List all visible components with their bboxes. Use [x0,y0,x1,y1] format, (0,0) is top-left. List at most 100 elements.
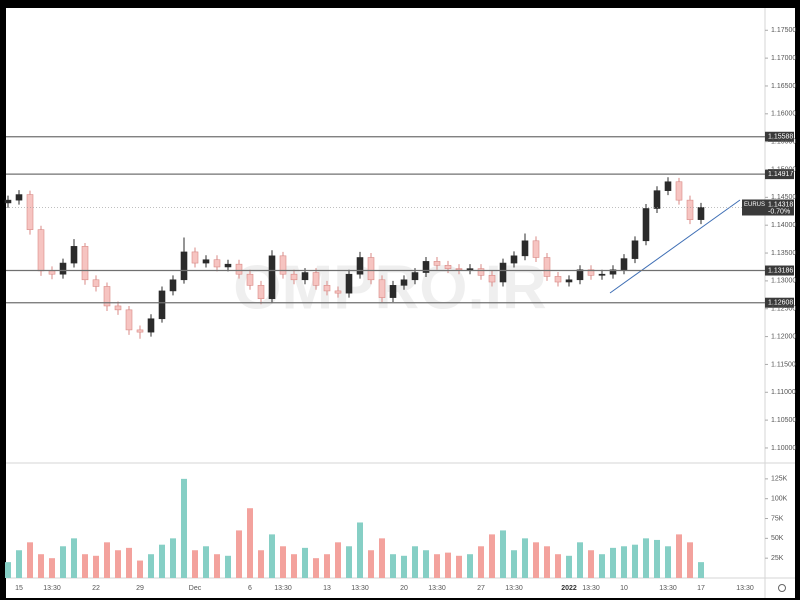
volume-bar [676,534,682,578]
y-tick-label: 1.13000 [771,278,796,285]
x-tick-label: 13:30 [351,585,369,592]
x-tick-label: 6 [248,585,252,592]
volume-bar [181,478,187,578]
candle-body [400,279,408,286]
x-tick-label: 13:30 [428,585,446,592]
volume-bar [214,554,220,578]
volume-bar [544,546,550,578]
candle-body [15,194,23,201]
volume-bar [522,538,528,578]
overlay: 1.15588 1.14917 1.13186 1.12608 EURUSD1.1431… [6,131,794,308]
candle-body [290,273,298,281]
candle-body [103,286,111,307]
candle-body [257,285,265,300]
level-label-box [765,265,794,276]
volume-bar [93,555,99,578]
candle-body [466,268,474,271]
volume-bar [49,558,55,578]
volume-bar [313,558,319,578]
volume-bar [610,547,616,578]
volume-bar [247,508,253,578]
change-label: -0.70% [768,208,790,215]
candle-body [620,258,628,271]
candle-body [367,257,375,281]
x-tick-label: 17 [697,585,705,592]
x-tick-label: 13:30 [736,585,754,592]
candle-body [279,255,287,275]
candle-body [92,279,100,287]
volume-bar [445,552,451,578]
candle-body [422,261,430,273]
y-tick-label: 1.14000 [771,222,796,229]
volume-tick-label: 75K [771,515,784,522]
candle-body [488,275,496,283]
candle-body [312,272,320,286]
volume-bar [368,550,374,578]
y-tick-label: 1.12500 [771,306,796,313]
y-tick-label: 1.12000 [771,333,796,340]
volume-bar [16,550,22,578]
level-label-box [765,169,794,180]
x-tick-label: 13:30 [43,585,61,592]
volume-bar [489,534,495,578]
candle-body [70,246,78,264]
candle-body [477,268,485,276]
y-tick-label: 1.11000 [771,389,796,396]
y-tick-label: 1.13500 [771,250,796,257]
x-tick-label: 15 [15,585,23,592]
volume-bar [599,554,605,578]
candle-body [598,273,606,276]
candle-body [136,329,144,333]
x-tick-label: 22 [92,585,100,592]
volume-bar [412,546,418,578]
x-tick-label: 13:30 [659,585,677,592]
candle-body [664,181,672,191]
settings-icon[interactable] [778,584,786,592]
y-tick-label: 1.14500 [771,194,796,201]
candle-body [180,251,188,281]
volume-bar [390,554,396,578]
candle-body [48,270,56,275]
candle-body [510,255,518,264]
last-price-label: 1.14318 [768,201,793,208]
candle-body [268,255,276,300]
volume-bar [170,538,176,578]
volume-tick-label: 100K [771,496,788,503]
volume-bar [632,544,638,578]
candle-body [356,257,364,275]
trend-line[interactable] [609,199,741,294]
candles [4,177,705,578]
candle-body [697,207,705,220]
volume-bar [467,554,473,578]
volume-bar [654,539,660,578]
volume-bar [203,546,209,578]
volume-bar [643,538,649,578]
x-tick-label: 13:30 [582,585,600,592]
volume-bar [577,542,583,578]
candle-body [37,229,45,272]
volume-bar [379,538,385,578]
volume-bar [566,555,572,578]
volume-bar [5,562,11,578]
volume-bar [621,546,627,578]
x-tick-label: 20 [400,585,408,592]
volume-bar [555,554,561,578]
volume-bar [258,550,264,578]
candle-body [675,181,683,201]
last-price-box [765,199,794,216]
volume-bar [38,554,44,578]
candle-body [554,276,562,283]
candle-body [543,257,551,277]
y-tick-label: 1.16000 [771,111,796,118]
x-tick-label: 10 [620,585,628,592]
volume-bar [357,522,363,578]
volume-bar [82,554,88,578]
volume-bar [192,550,198,578]
candle-body [158,290,166,320]
y-tick-label: 1.17500 [771,27,796,34]
volume-bar [115,550,121,578]
volume-bar [478,546,484,578]
volume-bar [665,546,671,578]
level-label: 1.13186 [768,267,793,274]
